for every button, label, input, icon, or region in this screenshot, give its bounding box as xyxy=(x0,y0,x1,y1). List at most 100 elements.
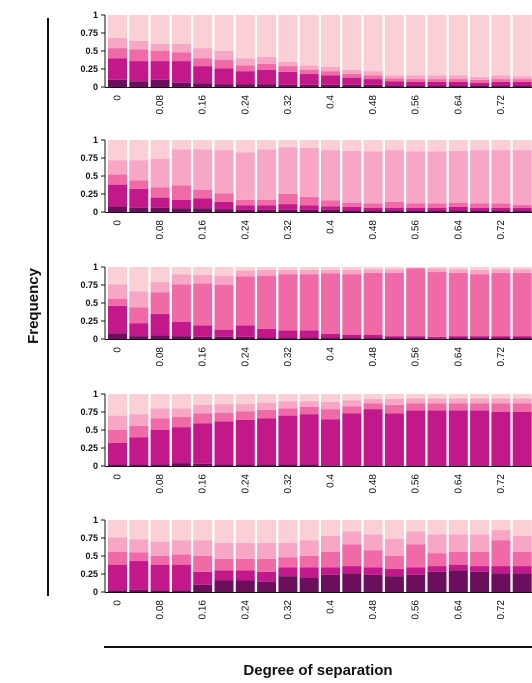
bar-segment xyxy=(384,75,404,79)
bar-segment xyxy=(491,530,511,541)
bar-segment xyxy=(470,150,490,204)
bar-segment xyxy=(278,66,298,72)
bar-segment xyxy=(193,189,213,199)
bar-segment xyxy=(384,207,404,211)
bar-segment xyxy=(427,15,447,76)
bar-segment xyxy=(193,336,213,339)
bar-segment xyxy=(171,267,191,275)
x-tick-label: 0.56 xyxy=(411,95,422,115)
bar-segment xyxy=(108,520,127,538)
bar-segment xyxy=(299,147,319,197)
bar-segment xyxy=(427,268,447,273)
bar-segment xyxy=(427,272,447,337)
bar-segment xyxy=(150,464,170,466)
bar-segment xyxy=(214,404,234,413)
bar-segment xyxy=(150,590,170,592)
x-tick-label: 0.32 xyxy=(283,95,294,115)
bar-segment xyxy=(470,571,490,592)
bar-segment xyxy=(470,267,490,270)
bar-segment xyxy=(299,84,319,87)
bar-segment xyxy=(342,520,362,532)
bar-segment xyxy=(512,394,532,399)
bar-segment xyxy=(257,56,277,64)
bar-segment xyxy=(470,398,490,404)
bar-segment xyxy=(384,404,404,414)
bar-segment xyxy=(278,194,298,205)
bar-segment xyxy=(108,430,127,443)
bar-segment xyxy=(448,15,468,76)
bar-segment xyxy=(427,534,447,554)
bar-segment xyxy=(406,403,426,411)
y-tick-label: 0.75 xyxy=(80,407,98,417)
bar-segment xyxy=(491,269,511,273)
bar-segment xyxy=(257,328,277,338)
bar-segment xyxy=(321,574,340,592)
bar-segment xyxy=(108,284,127,299)
y-tick-label: 0 xyxy=(93,461,98,471)
bar-segment xyxy=(427,203,447,208)
bar-segment xyxy=(150,197,170,208)
bar-segment xyxy=(491,394,511,399)
bar-segment xyxy=(427,571,447,592)
bar-segment xyxy=(406,410,426,466)
bar-segment xyxy=(512,267,532,270)
bar-segment xyxy=(278,84,298,87)
bar-segment xyxy=(171,61,191,83)
bar-segment xyxy=(342,74,362,78)
bar-segment xyxy=(257,84,277,87)
bar-segment xyxy=(235,140,255,153)
x-tick-label: 0.4 xyxy=(326,347,337,361)
y-tick-label: 0.5 xyxy=(85,171,98,181)
bar-segment xyxy=(321,409,340,420)
bar-segment xyxy=(235,71,255,85)
x-tick-label: 0.48 xyxy=(368,600,379,620)
bar-segment xyxy=(257,199,277,206)
bar-segment xyxy=(406,207,426,211)
bar-segment xyxy=(491,210,511,212)
x-tick-label: 0.08 xyxy=(155,347,166,367)
x-tick-label: 0.72 xyxy=(496,474,507,494)
bar-segment xyxy=(278,337,298,339)
bar-segment xyxy=(448,520,468,535)
bar-segment xyxy=(321,200,340,207)
bar-segment xyxy=(150,292,170,314)
y-tick-label: 0.75 xyxy=(80,153,98,163)
bar-segment xyxy=(129,336,149,339)
bar-segment xyxy=(406,140,426,152)
bar-segment xyxy=(363,140,383,152)
bar-segment xyxy=(321,551,340,568)
bar-segment xyxy=(257,520,277,544)
bar-segment xyxy=(406,151,426,204)
bar-segment xyxy=(427,336,447,339)
bar-segment xyxy=(406,531,426,545)
bar-segment xyxy=(470,274,490,337)
bar-segment xyxy=(214,84,234,87)
bar-segment xyxy=(363,574,383,592)
bar-segment xyxy=(299,520,319,541)
bar-segment xyxy=(512,535,532,552)
bar-segment xyxy=(278,394,298,402)
bar-segment xyxy=(321,267,340,270)
bar-segment xyxy=(363,272,383,335)
x-tick-label: 0.4 xyxy=(326,95,337,109)
bar-segment xyxy=(491,566,511,574)
y-tick-label: 0 xyxy=(93,334,98,344)
bar-segment xyxy=(321,567,340,575)
bar-segment xyxy=(278,415,298,465)
bar-segment xyxy=(512,150,532,205)
bar-segment xyxy=(150,267,170,283)
bar-segment xyxy=(278,15,298,62)
y-tick-label: 1 xyxy=(93,515,98,525)
bar-segment xyxy=(171,540,191,555)
bar-segment xyxy=(342,140,362,151)
y-tick-label: 0.25 xyxy=(80,64,98,74)
bar-segment xyxy=(235,205,255,210)
bar-segment xyxy=(150,61,170,80)
bar-segment xyxy=(321,71,340,76)
bar-segment xyxy=(427,394,447,399)
x-tick-label: 0.08 xyxy=(155,95,166,115)
bar-segment xyxy=(299,540,319,556)
x-tick-label: 0.48 xyxy=(368,474,379,494)
x-tick-label: 0.64 xyxy=(453,474,464,494)
